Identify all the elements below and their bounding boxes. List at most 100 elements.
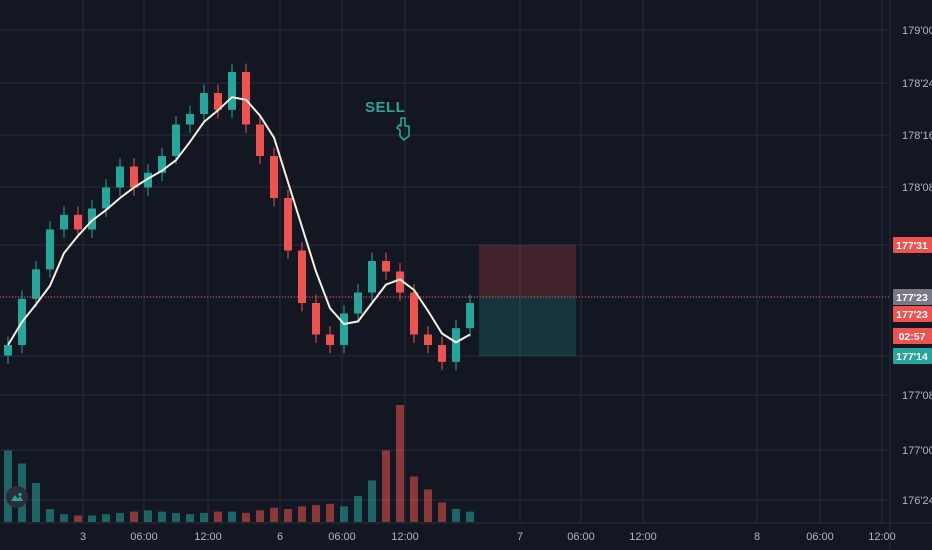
- candle-body: [410, 292, 418, 335]
- candle-body: [116, 166, 124, 188]
- volume-bar: [228, 511, 236, 522]
- price-tag-label: 177'14: [896, 351, 928, 363]
- volume-bar: [270, 507, 278, 522]
- time-tick-label: 6: [277, 531, 283, 543]
- price-tick-label: 179'00: [902, 25, 932, 37]
- candle-body: [130, 166, 138, 188]
- time-tick-label: 8: [754, 531, 760, 543]
- candle-body: [354, 292, 362, 314]
- candle-body: [60, 214, 68, 230]
- price-tag: [893, 289, 932, 305]
- volume-bar: [102, 514, 110, 522]
- volume-bar: [242, 512, 250, 522]
- volume-bar: [284, 509, 292, 522]
- price-tags: 177'31 177'23 177'23 02:57 177'14: [893, 237, 932, 364]
- volume-bar: [158, 511, 166, 522]
- candle-body: [438, 345, 446, 362]
- volume-bar: [46, 509, 54, 522]
- time-axis[interactable]: 3 06:00 12:00 6 06:00 12:00 7 06:00 12:00 8 06:00 1…: [80, 531, 896, 543]
- candle-body: [382, 261, 390, 272]
- candle-body: [256, 124, 264, 156]
- candle-body: [270, 156, 278, 198]
- position-zones[interactable]: [479, 245, 576, 356]
- volume-bar: [312, 505, 320, 522]
- time-tick-label: 12:00: [194, 531, 222, 543]
- candle-body: [214, 93, 222, 110]
- price-tick-label: 177'08: [902, 390, 932, 402]
- candle-body: [466, 303, 474, 329]
- candle-body: [74, 214, 82, 230]
- price-tick-label: 178'24: [902, 78, 932, 90]
- candle-body: [396, 271, 404, 293]
- candle-body: [424, 334, 432, 345]
- tradingview-logo-icon[interactable]: [6, 486, 28, 508]
- volume-bar: [466, 511, 474, 522]
- time-tick-label: 12:00: [868, 531, 896, 543]
- stop-loss-zone[interactable]: [479, 245, 576, 297]
- time-tick-label: 06:00: [567, 531, 595, 543]
- candle-body: [46, 229, 54, 270]
- volume-bar: [452, 509, 460, 522]
- candle-body: [242, 72, 250, 125]
- candle-body: [172, 124, 180, 156]
- volume-bar: [4, 450, 12, 522]
- volume-bar: [368, 480, 376, 522]
- candle-body: [32, 269, 40, 299]
- candle-body: [326, 334, 334, 345]
- candle-body: [368, 261, 376, 293]
- volume-bar: [424, 489, 432, 522]
- price-tag: [893, 348, 932, 364]
- volume-bar: [130, 511, 138, 522]
- candle-body: [186, 114, 194, 125]
- price-axis[interactable]: 179'00178'24178'16178'08177'31177'23177'…: [902, 25, 932, 507]
- candle-body: [284, 198, 292, 251]
- candle-body: [298, 250, 306, 303]
- grid-lines: [0, 0, 890, 523]
- candle-body: [312, 303, 320, 335]
- candle-body: [228, 72, 236, 110]
- candle-body: [4, 345, 12, 356]
- price-tag: [893, 328, 932, 344]
- volume-bar: [410, 476, 418, 522]
- price-tick-label: 177'00: [902, 445, 932, 457]
- price-tag: [893, 237, 932, 253]
- price-tag-label: 177'23: [896, 309, 928, 321]
- time-tick-label: 06:00: [806, 531, 834, 543]
- time-tick-label: 3: [80, 531, 86, 543]
- volume-bar: [298, 506, 306, 522]
- candle-body: [452, 328, 460, 362]
- price-tag-label: 177'31: [896, 240, 928, 252]
- volume-bar: [438, 502, 446, 522]
- volume-bar: [214, 511, 222, 522]
- candle-body: [102, 187, 110, 209]
- volume-bar: [326, 503, 334, 522]
- candle-body: [158, 156, 166, 173]
- volume-bar: [186, 514, 194, 522]
- hand-pointer-icon: [396, 117, 410, 141]
- sell-annotation[interactable]: SELL: [365, 99, 410, 141]
- candle-body: [88, 208, 96, 230]
- take-profit-zone[interactable]: [479, 297, 576, 356]
- candle-body: [200, 93, 208, 114]
- time-tick-label: 12:00: [629, 531, 657, 543]
- volume-bars: [4, 405, 474, 522]
- price-tag: [893, 306, 932, 322]
- time-tick-label: 12:00: [391, 531, 419, 543]
- volume-bar: [172, 512, 180, 522]
- volume-bar: [74, 515, 82, 522]
- volume-bar: [116, 512, 124, 522]
- price-tick-label: 178'08: [902, 182, 932, 194]
- price-tag-label: 177'23: [896, 292, 928, 304]
- candle-body: [144, 172, 152, 188]
- volume-bar: [88, 515, 96, 522]
- volume-bar: [340, 506, 348, 522]
- time-tick-label: 7: [517, 531, 523, 543]
- sell-label: SELL: [365, 99, 405, 116]
- volume-bar: [382, 450, 390, 522]
- volume-bar: [256, 510, 264, 522]
- price-tag-label: 02:57: [899, 331, 926, 343]
- time-tick-label: 06:00: [130, 531, 158, 543]
- time-tick-label: 06:00: [328, 531, 356, 543]
- volume-bar: [200, 512, 208, 522]
